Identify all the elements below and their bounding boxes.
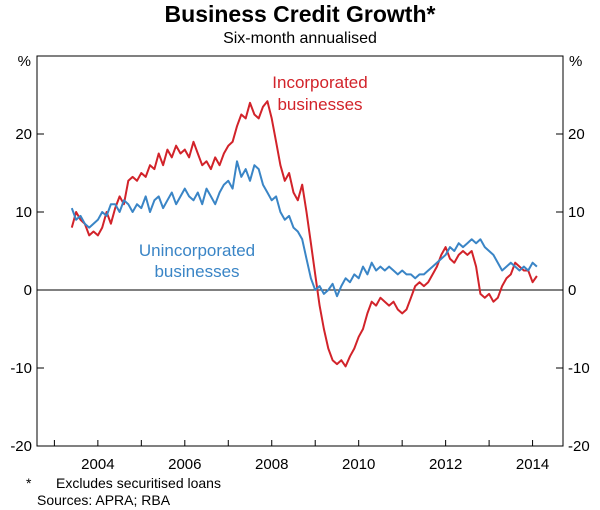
y-unit-right: % bbox=[569, 53, 582, 70]
chart-title: Business Credit Growth* bbox=[164, 1, 436, 27]
series-label-unincorporated: Unincorporated bbox=[139, 241, 255, 260]
x-tick-label: 2008 bbox=[255, 456, 288, 473]
x-tick-label: 2010 bbox=[342, 456, 375, 473]
y-tick-label-left: 20 bbox=[15, 126, 32, 143]
plot-frame bbox=[36, 55, 564, 447]
y-tick-label-right: 20 bbox=[568, 126, 585, 143]
y-tick-label-right: -10 bbox=[568, 360, 590, 377]
y-tick-label-right: 0 bbox=[568, 282, 576, 299]
x-tick-label: 2012 bbox=[429, 456, 462, 473]
series-line-unincorporated bbox=[70, 160, 538, 298]
footnote-text: Excludes securitised loans bbox=[56, 475, 221, 491]
y-tick-label-left: 10 bbox=[15, 204, 32, 221]
y-tick-label-right: -20 bbox=[568, 438, 590, 455]
chart-subtitle: Six-month annualised bbox=[223, 30, 377, 47]
footnote-mark: * bbox=[26, 475, 32, 491]
x-tick-label: 2004 bbox=[81, 456, 114, 473]
y-tick-label-left: -20 bbox=[10, 438, 32, 455]
series-label-incorporated: businesses bbox=[277, 95, 362, 114]
series-label-incorporated: Incorporated bbox=[272, 73, 367, 92]
x-tick-label: 2006 bbox=[168, 456, 201, 473]
y-tick-label-left: 0 bbox=[24, 282, 32, 299]
footnote-sources-text: Sources: APRA; RBA bbox=[37, 492, 171, 508]
y-unit-left: % bbox=[18, 53, 31, 70]
series-line-incorporated bbox=[70, 100, 538, 368]
y-tick-label-right: 10 bbox=[568, 204, 585, 221]
footnote-sources: Sources: APRA; RBA bbox=[37, 492, 170, 508]
series-label-unincorporated: businesses bbox=[154, 262, 239, 281]
y-tick-label-left: -10 bbox=[10, 360, 32, 377]
x-tick-label: 2014 bbox=[516, 456, 549, 473]
